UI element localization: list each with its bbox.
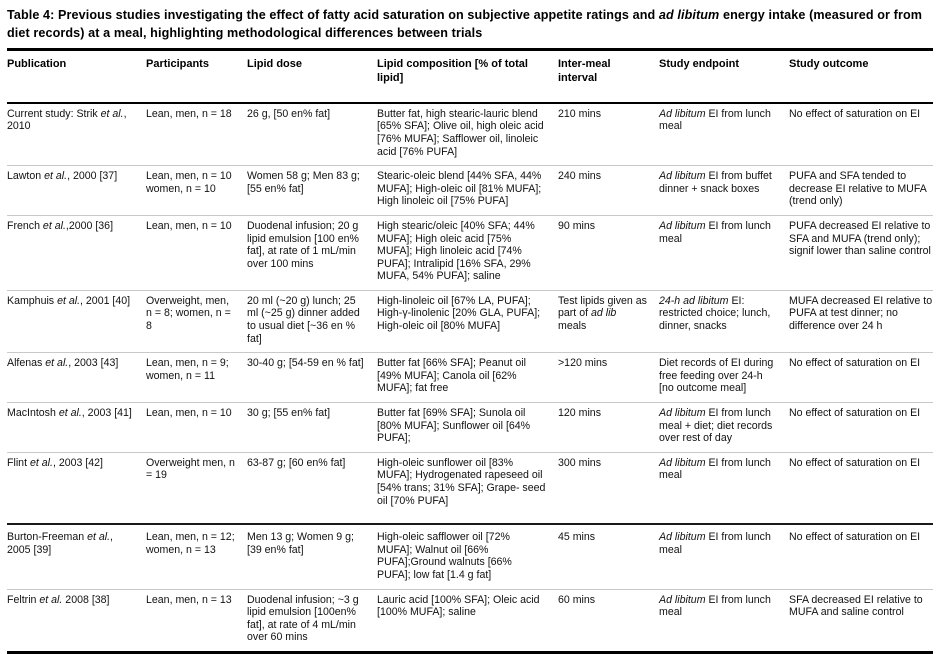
cell-lipid_composition: Butter fat [66% SFA]; Peanut oil [49% MU… [377, 352, 558, 403]
cell-publication: Burton-Freeman et al., 2005 [39] [7, 523, 146, 590]
cell-lipid_composition: Lauric acid [100% SFA]; Oleic acid [100%… [377, 588, 558, 653]
table-row: Burton-Freeman et al., 2005 [39] Lean, me… [7, 523, 933, 590]
table-row: Alfenas et al., 2003 [43] Lean, men, n = … [7, 352, 933, 403]
cell-lipid_dose: 20 ml (~20 g) lunch; 25 ml (~25 g) dinne… [247, 289, 377, 353]
col-header-study_endpoint: Study endpoint [659, 49, 789, 104]
cell-lipid_composition: High-linoleic oil [67% LA, PUFA]; High-γ… [377, 289, 558, 353]
cell-publication: Feltrin et al. 2008 [38] [7, 588, 146, 653]
cell-study_endpoint: Ad libitum EI from lunch meal [659, 451, 789, 525]
cell-lipid_dose: Women 58 g; Men 83 g; [55 en% fat] [247, 165, 377, 216]
table-body: Current study: Strik et al., 2010 Lean, m… [7, 103, 933, 653]
cell-study_outcome: No effect of saturation on EI [789, 107, 921, 120]
cell-inter_meal_interval: 120 mins [558, 402, 659, 453]
cell-lipid_composition: Butter fat [69% SFA]; Sunola oil [80% MU… [377, 402, 558, 453]
cell-inter_meal_interval: 300 mins [558, 451, 659, 525]
cell-inter_meal_interval: 60 mins [558, 588, 659, 653]
col-header-lipid_composition: Lipid composition [% of total lipid] [377, 49, 558, 104]
cell-publication: Current study: Strik et al., 2010 [7, 107, 127, 133]
studies-table: Publication Participants Lipid dose Lipid c… [7, 48, 933, 654]
cell-lipid_dose: 30-40 g; [54-59 en % fat] [247, 352, 377, 403]
cell-inter_meal_interval: 45 mins [558, 523, 659, 590]
cell-publication: MacIntosh et al., 2003 [41] [7, 402, 146, 453]
cell-publication: French et al.,2000 [36] [7, 214, 146, 291]
col-header-participants: Participants [146, 49, 247, 104]
cell-lipid_dose: Duodenal infusion; 20 g lipid emulsion [… [247, 214, 377, 291]
cell-study_endpoint: 24-h ad libitum EI: restricted choice; l… [659, 289, 789, 353]
cell-publication: Lawton et al., 2000 [37] [7, 165, 146, 216]
table-row: French et al.,2000 [36] Lean, men, n = 10… [7, 214, 933, 291]
cell-inter_meal_interval: Test lipids given as part of ad lib meal… [558, 289, 659, 353]
cell-participants: Lean, men, n = 10 [146, 402, 247, 453]
cell-publication: Flint et al., 2003 [42] [7, 451, 146, 525]
cell-study_outcome: No effect of saturation on EI [789, 352, 933, 403]
cell-lipid_composition: Butter fat, high stearic-lauric blend [6… [377, 107, 544, 158]
cell-lipid_dose: 63-87 g; [60 en% fat] [247, 451, 377, 525]
cell-study_endpoint: Ad libitum EI from lunch meal [659, 107, 771, 133]
cell-inter_meal_interval: >120 mins [558, 352, 659, 403]
cell-participants: Overweight men, n = 19 [146, 451, 247, 525]
table-row: Flint et al., 2003 [42] Overweight men, n… [7, 451, 933, 525]
cell-participants: Overweight, men, n = 8; women, n = 8 [146, 289, 247, 353]
table-caption: Table 4: Previous studies investigating … [7, 8, 923, 40]
col-header-study_outcome: Study outcome [789, 49, 933, 104]
col-header-inter_meal_interval: Inter-meal interval [558, 49, 659, 104]
cell-inter_meal_interval: 240 mins [558, 165, 659, 216]
table-row: Kamphuis et al., 2001 [40] Overweight, me… [7, 289, 933, 353]
cell-inter_meal_interval: 90 mins [558, 214, 659, 291]
table-row: Feltrin et al. 2008 [38] Lean, men, n = 1… [7, 588, 933, 653]
cell-participants: Lean, men, n = 13 [146, 588, 247, 653]
cell-lipid_dose: 26 g, [50 en% fat] [247, 107, 331, 120]
cell-publication: Alfenas et al., 2003 [43] [7, 352, 146, 403]
col-header-publication: Publication [7, 49, 146, 104]
cell-lipid_dose: 30 g; [55 en% fat] [247, 402, 377, 453]
cell-lipid_composition: High-oleic safflower oil [72% MUFA]; Wal… [377, 523, 558, 590]
cell-lipid_dose: Duodenal infusion; ~3 g lipid emulsion [… [247, 588, 377, 653]
cell-study_endpoint: Ad libitum EI from lunch meal [659, 523, 789, 590]
cell-study_outcome: PUFA decreased EI relative to SFA and MU… [789, 214, 933, 291]
cell-participants: Lean, men, n = 18 [146, 107, 232, 120]
cell-study_outcome: No effect of saturation on EI [789, 523, 933, 590]
cell-study_outcome: PUFA and SFA tended to decrease EI relat… [789, 165, 933, 216]
cell-participants: Lean, men, n = 9; women, n = 11 [146, 352, 247, 403]
header-row: Publication Participants Lipid dose Lipid c… [7, 49, 933, 104]
cell-lipid_composition: High-oleic sunflower oil [83% MUFA]; Hyd… [377, 451, 558, 525]
cell-lipid_dose: Men 13 g; Women 9 g; [39 en% fat] [247, 523, 377, 590]
cell-study_outcome: No effect of saturation on EI [789, 451, 933, 525]
cell-study_outcome: No effect of saturation on EI [789, 402, 933, 453]
cell-participants: Lean, men, n = 12; women, n = 13 [146, 523, 247, 590]
cell-lipid_composition: Stearic-oleic blend [44% SFA, 44% MUFA];… [377, 165, 558, 216]
col-header-lipid_dose: Lipid dose [247, 49, 377, 104]
table-row: Lawton et al., 2000 [37] Lean, men, n = 1… [7, 165, 933, 216]
cell-participants: Lean, men, n = 10 [146, 214, 247, 291]
cell-participants: Lean, men, n = 10 women, n = 10 [146, 165, 247, 216]
cell-study_outcome: SFA decreased EI relative to MUFA and sa… [789, 588, 933, 653]
table-row: MacIntosh et al., 2003 [41] Lean, men, n … [7, 402, 933, 453]
cell-study_outcome: MUFA decreased EI relative to PUFA at te… [789, 289, 933, 353]
table-row: Current study: Strik et al., 2010 Lean, m… [7, 103, 933, 166]
cell-study_endpoint: Ad libitum EI from lunch meal [659, 214, 789, 291]
cell-study_endpoint: Ad libitum EI from lunch meal + diet; di… [659, 402, 789, 453]
cell-lipid_composition: High stearic/oleic [40% SFA; 44% MUFA]; … [377, 214, 558, 291]
cell-publication: Kamphuis et al., 2001 [40] [7, 289, 146, 353]
cell-inter_meal_interval: 210 mins [558, 107, 601, 120]
cell-study_endpoint: Ad libitum EI from buffet dinner + snack… [659, 165, 789, 216]
cell-study_endpoint: Ad libitum EI from lunch meal [659, 588, 789, 653]
cell-study_endpoint: Diet records of EI during free feeding o… [659, 352, 789, 403]
